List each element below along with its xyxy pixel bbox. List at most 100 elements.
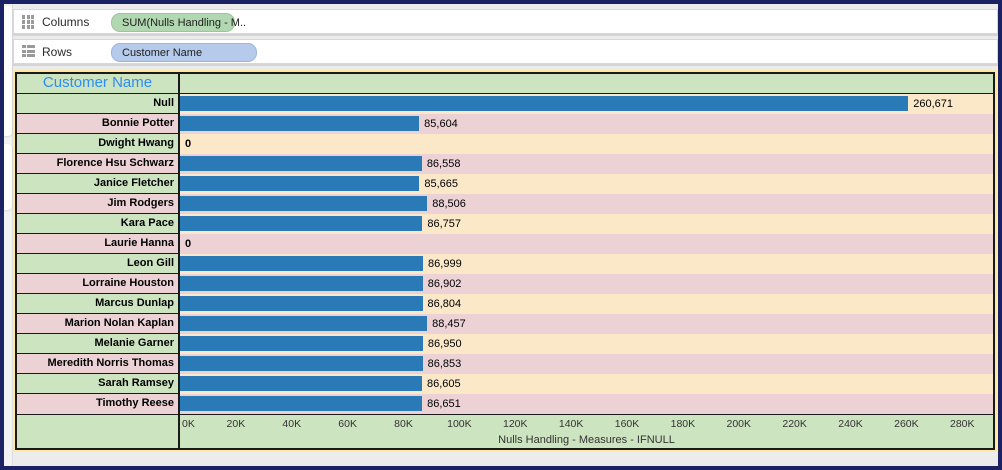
bar[interactable] (180, 336, 423, 351)
row-label[interactable]: Kara Pace (17, 214, 180, 234)
table-row: Sarah Ramsey 86,605 (17, 374, 993, 394)
bar[interactable] (180, 196, 428, 211)
bar[interactable] (180, 216, 423, 231)
x-tick-label: 160K (614, 418, 640, 430)
bar-value-label: 88,457 (432, 318, 466, 330)
row-label[interactable]: Dwight Hwang (17, 134, 180, 154)
x-tick-label: 80K (394, 418, 413, 430)
row-label[interactable]: Janice Fletcher (17, 174, 180, 194)
row-label[interactable]: Sarah Ramsey (17, 374, 180, 394)
rows-shelf[interactable]: Rows Customer Name (13, 39, 998, 64)
row-label[interactable]: Florence Hsu Schwarz (17, 154, 180, 174)
table-row: Marcus Dunlap 86,804 (17, 294, 993, 314)
bar[interactable] (180, 296, 423, 311)
table-row: Marion Nolan Kaplan 88,457 (17, 314, 993, 334)
table-row: Meredith Norris Thomas 86,853 (17, 354, 993, 374)
bar-cell: 86,950 (180, 334, 993, 354)
bar-cell: 86,902 (180, 274, 993, 294)
bar-cell: 86,651 (180, 394, 993, 414)
bar-cell: 86,804 (180, 294, 993, 314)
table-row: Jim Rodgers 88,506 (17, 194, 993, 214)
bar[interactable] (180, 156, 422, 171)
bar[interactable] (180, 316, 428, 331)
axis-scale: 0K 20K 40K 60K 80K 100K 120K 140K 160K 180K 200K 22… (180, 415, 993, 448)
chart-frame: Customer Name Null 260,671 Bonnie Potter 85… (13, 70, 997, 452)
bar[interactable] (180, 356, 423, 371)
bar-value-label: 86,804 (427, 298, 462, 310)
bar[interactable] (180, 116, 420, 131)
rows-pill-customer-name[interactable]: Customer Name (111, 43, 257, 62)
columns-shelf-label: Columns (42, 14, 90, 29)
x-tick-label: 20K (226, 418, 246, 430)
columns-grid-icon (22, 15, 35, 29)
bar-cell: 0 (180, 134, 993, 154)
row-label[interactable]: Marcus Dunlap (17, 294, 180, 314)
header-plot-spacer (180, 74, 993, 93)
bar-cell: 86,605 (180, 374, 993, 394)
row-header-customer-name[interactable]: Customer Name (17, 74, 180, 93)
table-row: Laurie Hanna 0 (17, 234, 993, 254)
bar-cell: 88,506 (180, 194, 993, 214)
row-label[interactable]: Jim Rodgers (17, 194, 180, 214)
bar-value-label: 85,604 (424, 118, 458, 130)
x-tick-label: 260K (894, 418, 919, 430)
columns-shelf[interactable]: Columns SUM(Nulls Handling - M.. (13, 9, 998, 34)
rows-list-icon (22, 45, 35, 58)
x-axis-title: Nulls Handling - Measures - IFNULL (498, 434, 675, 446)
x-tick-label: 280K (950, 418, 975, 430)
row-label[interactable]: Timothy Reese (17, 394, 180, 414)
axis-left-spacer (17, 415, 180, 448)
bar-value-label: 86,558 (426, 158, 461, 170)
table-row: Kara Pace 86,757 (17, 214, 993, 234)
bar-cell: 85,604 (180, 114, 993, 134)
x-tick-label: 140K (558, 418, 584, 430)
header-row: Customer Name (17, 74, 993, 94)
table-row: Dwight Hwang 0 (17, 134, 993, 154)
x-tick-labels: 0K 20K 40K 60K 80K 100K 120K 140K 160K 180K 200K 22… (180, 417, 993, 434)
x-tick-label: 100K (447, 418, 472, 430)
bar-value-label: 86,605 (426, 378, 461, 390)
columns-pill-sum-nulls-handling[interactable]: SUM(Nulls Handling - M.. (111, 13, 246, 32)
row-label[interactable]: Laurie Hanna (17, 234, 180, 254)
bar[interactable] (180, 276, 423, 291)
table-row: Lorraine Houston 86,902 (17, 274, 993, 294)
table-row: Leon Gill 86,999 (17, 254, 993, 274)
x-tick-label: 240K (838, 418, 863, 430)
table-row: Janice Fletcher 85,665 (17, 174, 993, 194)
table-row: Null 260,671 (17, 94, 993, 114)
table-row: Timothy Reese 86,651 (17, 394, 993, 414)
rows-shelf-label: Rows (42, 44, 73, 59)
crosstab-bar-chart: Customer Name Null 260,671 Bonnie Potter 85… (15, 72, 995, 450)
worksheet-window: Columns SUM(Nulls Handling - M.. Rows Cu… (4, 4, 998, 466)
row-label[interactable]: Lorraine Houston (17, 274, 180, 294)
bar-cell: 86,558 (180, 154, 993, 174)
bar-value-label: 0 (185, 238, 192, 250)
bar[interactable] (180, 376, 422, 391)
bar[interactable] (180, 176, 420, 191)
left-pane-card (4, 144, 12, 210)
x-axis[interactable]: 0K 20K 40K 60K 80K 100K 120K 140K 160K 180K 200K 22… (17, 414, 993, 448)
row-label[interactable]: Bonnie Potter (17, 114, 180, 134)
bar-cell: 86,853 (180, 354, 993, 374)
x-tick-label: 120K (502, 418, 528, 430)
x-tick-label: 180K (670, 418, 696, 430)
bar[interactable] (180, 396, 423, 411)
x-tick-label: 0K (182, 418, 195, 430)
row-label[interactable]: Melanie Garner (17, 334, 180, 354)
row-label[interactable]: Null (17, 94, 180, 114)
bar-value-label: 86,950 (427, 338, 462, 350)
bar-value-label: 260,671 (913, 98, 954, 110)
bar-value-label: 86,651 (427, 398, 461, 410)
x-tick-label: 40K (282, 418, 302, 430)
bar-cell: 88,457 (180, 314, 993, 334)
left-pane-card (4, 6, 12, 136)
x-tick-label: 60K (338, 418, 357, 430)
row-label[interactable]: Leon Gill (17, 254, 180, 274)
bar[interactable] (180, 256, 424, 271)
bar-cell: 86,757 (180, 214, 993, 234)
row-label[interactable]: Meredith Norris Thomas (17, 354, 180, 374)
bar[interactable] (180, 96, 909, 111)
bar-value-label: 0 (185, 138, 192, 150)
bar-value-label: 86,853 (427, 358, 462, 370)
row-label[interactable]: Marion Nolan Kaplan (17, 314, 180, 334)
